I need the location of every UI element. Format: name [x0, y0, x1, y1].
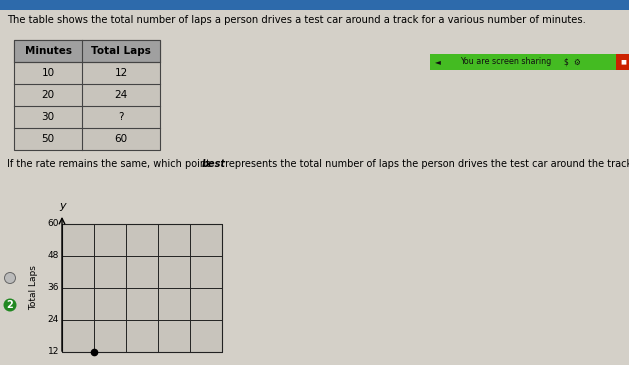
Text: ◄: ◄ — [435, 58, 441, 66]
Text: 20: 20 — [42, 90, 55, 100]
Text: ⚙: ⚙ — [573, 58, 580, 66]
Text: 10: 10 — [42, 68, 55, 78]
Text: 48: 48 — [48, 251, 59, 261]
Text: $: $ — [563, 58, 568, 66]
Text: 24: 24 — [48, 315, 59, 324]
Text: The table shows the total number of laps a person drives a test car around a tra: The table shows the total number of laps… — [7, 15, 586, 25]
Bar — [62, 224, 222, 352]
Text: y: y — [60, 201, 66, 211]
Bar — [430, 54, 629, 70]
Text: 24: 24 — [114, 90, 128, 100]
Text: represents the total number of laps the person drives the test car around the tr: represents the total number of laps the … — [222, 159, 629, 169]
Text: 12: 12 — [114, 68, 128, 78]
Text: ■: ■ — [620, 59, 626, 65]
Bar — [14, 40, 160, 150]
Text: 36: 36 — [48, 284, 59, 292]
Circle shape — [4, 299, 16, 311]
Bar — [616, 54, 629, 70]
Text: Total Laps: Total Laps — [30, 266, 38, 311]
Text: If the rate remains the same, which point: If the rate remains the same, which poin… — [7, 159, 213, 169]
Bar — [14, 40, 160, 62]
Text: 60: 60 — [48, 219, 59, 228]
Text: best: best — [202, 159, 226, 169]
Text: 12: 12 — [48, 347, 59, 357]
Text: Minutes: Minutes — [25, 46, 72, 56]
Text: 60: 60 — [114, 134, 128, 144]
Text: Total Laps: Total Laps — [91, 46, 151, 56]
Text: 30: 30 — [42, 112, 55, 122]
Text: ?: ? — [118, 112, 124, 122]
Text: 2: 2 — [7, 300, 13, 310]
Bar — [0, 0, 629, 10]
Text: 50: 50 — [42, 134, 55, 144]
Circle shape — [4, 273, 16, 284]
Text: You are screen sharing: You are screen sharing — [460, 58, 551, 66]
